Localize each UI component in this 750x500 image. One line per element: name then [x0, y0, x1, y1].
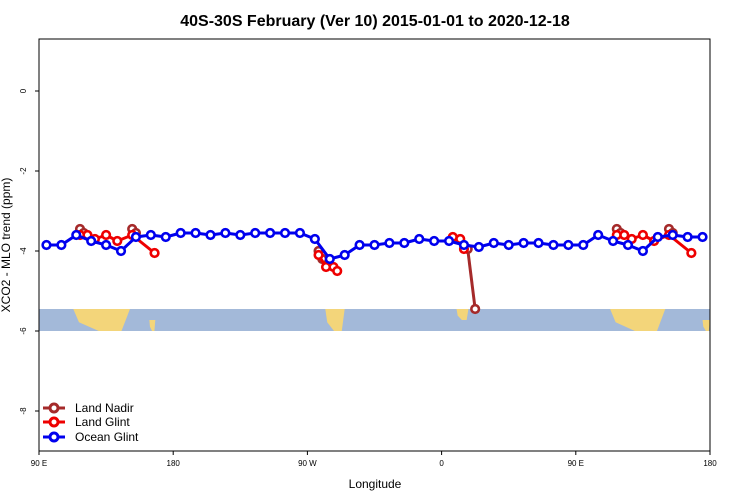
map-land-3: [456, 309, 469, 320]
data-point-ocean-glint-0-31: [503, 239, 514, 251]
y-axis: 0 -2 -4 -6 -8: [19, 88, 39, 415]
data-point-land-glint-0-4: [112, 235, 123, 247]
x-axis-label: Longitude: [349, 477, 402, 491]
data-point-ocean-glint-0-0: [41, 239, 52, 251]
data-point-ocean-glint-0-10: [190, 227, 201, 239]
data-point-land-glint-1-3: [332, 265, 343, 277]
data-point-ocean-glint-0-5: [115, 245, 127, 257]
y-axis-label: XCO2 - MLO trend (ppm): [0, 178, 13, 313]
data-point-ocean-glint-0-3: [86, 235, 97, 247]
data-point-ocean-glint-0-30: [488, 237, 499, 249]
data-point-ocean-glint-0-26: [429, 235, 440, 247]
x-tick-label-2: 90 W: [298, 459, 317, 468]
y-tick-label-1: -2: [19, 167, 28, 175]
x-tick-label-4: 90 E: [568, 459, 584, 468]
data-point-ocean-glint-0-40: [637, 245, 649, 257]
map-land-1: [149, 320, 156, 331]
data-point-ocean-glint-0-44: [697, 231, 708, 243]
x-tick-label-5: 180: [703, 459, 717, 468]
data-point-ocean-glint-0-4: [100, 239, 112, 251]
data-point-ocean-glint-0-14: [250, 227, 261, 239]
data-point-ocean-glint-0-13: [235, 229, 246, 241]
data-point-ocean-glint-0-36: [578, 239, 589, 251]
map-land-2: [325, 309, 345, 331]
data-point-ocean-glint-0-6: [130, 231, 142, 243]
data-point-ocean-glint-0-1: [56, 239, 67, 251]
data-point-ocean-glint-0-20: [339, 249, 350, 261]
data-point-ocean-glint-0-39: [622, 239, 634, 251]
x-tick-label-3: 0: [439, 459, 444, 468]
data-point-land-glint-3-6: [686, 247, 697, 259]
data-point-ocean-glint-0-21: [354, 239, 365, 251]
data-point-ocean-glint-0-33: [533, 237, 544, 249]
data-point-ocean-glint-0-12: [220, 227, 231, 239]
chart-title: 40S-30S February (Ver 10) 2015-01-01 to …: [180, 13, 570, 30]
series-line-land-nadir-3: [466, 248, 477, 310]
data-point-ocean-glint-0-16: [279, 227, 291, 239]
legend-marker-land-glint: [48, 416, 60, 428]
data-point-land-glint-0-3: [100, 229, 112, 241]
data-point-ocean-glint-0-43: [682, 231, 693, 243]
data-point-ocean-glint-0-18: [309, 233, 320, 245]
legend-marker-land-nadir: [48, 402, 60, 414]
y-tick-label-3: -6: [19, 327, 28, 335]
data-point-land-nadir-3-1: [470, 303, 481, 315]
data-point-ocean-glint-0-29: [473, 241, 484, 253]
x-tick-label-1: 180: [167, 459, 181, 468]
data-point-ocean-glint-0-41: [652, 231, 663, 243]
data-point-ocean-glint-0-19: [324, 253, 335, 265]
data-point-land-glint-3-1: [619, 229, 630, 241]
data-point-ocean-glint-0-25: [414, 233, 425, 245]
data-point-ocean-glint-0-35: [563, 239, 574, 251]
data-point-ocean-glint-0-42: [667, 229, 678, 241]
data-point-ocean-glint-0-15: [265, 227, 276, 239]
map-land-4: [610, 309, 666, 331]
data-point-ocean-glint-0-32: [518, 237, 529, 249]
map-strip: [39, 309, 710, 331]
y-tick-label-0: 0: [19, 88, 28, 93]
data-point-ocean-glint-0-38: [607, 235, 619, 247]
data-point-ocean-glint-0-34: [548, 239, 559, 251]
series-layer: [41, 223, 708, 315]
data-point-ocean-glint-0-24: [399, 237, 410, 249]
legend-marker-ocean-glint: [48, 431, 60, 443]
map-ocean: [39, 309, 710, 331]
data-point-land-glint-1-0: [313, 249, 324, 261]
data-point-ocean-glint-0-17: [294, 227, 306, 239]
x-axis: 90 E 180 90 W 0 90 E 180: [31, 451, 717, 468]
data-point-ocean-glint-0-23: [384, 237, 395, 249]
y-tick-label-4: -8: [19, 407, 28, 415]
data-point-land-glint-3-3: [637, 229, 649, 241]
data-point-ocean-glint-0-37: [593, 229, 604, 241]
data-point-ocean-glint-0-27: [443, 235, 455, 247]
data-point-land-glint-0-6: [149, 247, 160, 259]
legend-label-land-glint: Land Glint: [75, 415, 130, 429]
x-tick-label-0: 90 E: [31, 459, 47, 468]
data-point-ocean-glint-0-28: [458, 239, 470, 251]
data-point-ocean-glint-0-9: [175, 227, 186, 239]
data-point-ocean-glint-0-22: [369, 239, 380, 251]
y-tick-label-2: -4: [19, 247, 28, 255]
map-land-0: [73, 309, 130, 331]
plot-frame: [38, 38, 711, 452]
data-point-ocean-glint-0-7: [145, 229, 156, 241]
data-point-ocean-glint-0-8: [160, 231, 171, 243]
data-point-ocean-glint-0-11: [205, 229, 216, 241]
map-land-5: [702, 320, 710, 331]
legend-label-land-nadir: Land Nadir: [75, 401, 134, 415]
series-ocean-glint: [41, 227, 708, 265]
legend: Land Nadir Land Glint Ocean Glint: [43, 401, 139, 444]
legend-label-ocean-glint: Ocean Glint: [75, 430, 139, 444]
data-point-ocean-glint-0-2: [71, 229, 82, 241]
